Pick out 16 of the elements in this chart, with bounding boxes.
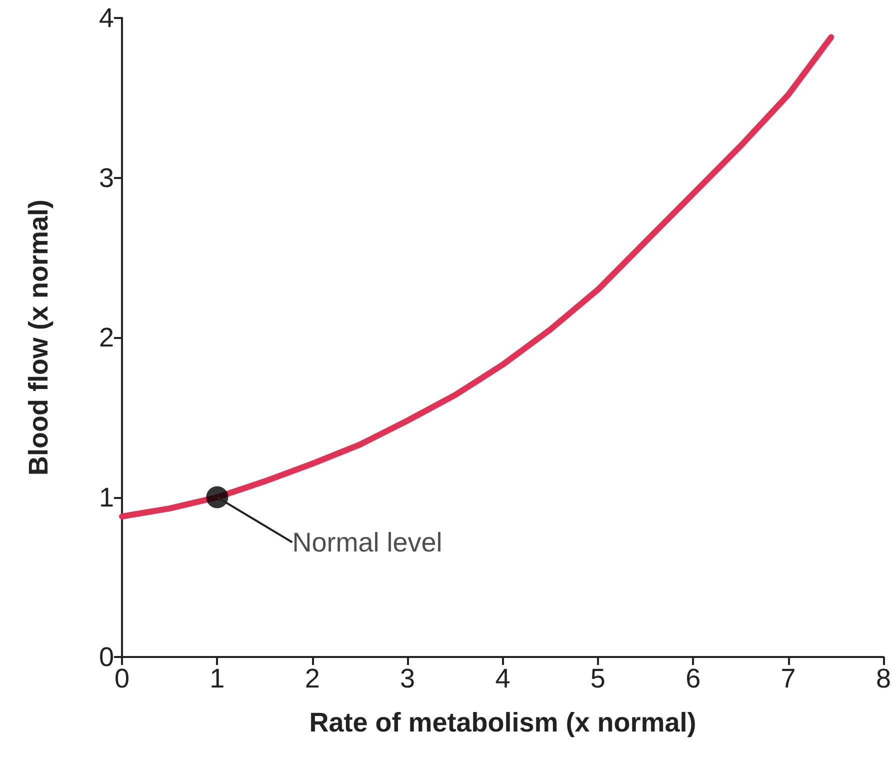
- x-tick-label: 8: [876, 664, 892, 694]
- y-tick-label: 3: [98, 162, 114, 193]
- x-tick-label: 2: [304, 664, 320, 694]
- x-tick-label: 5: [590, 664, 606, 694]
- y-tick-label: 1: [98, 482, 114, 512]
- y-tick-label: 2: [98, 322, 114, 352]
- y-axis-title: Blood flow (x normal): [24, 200, 54, 476]
- x-tick-label: 4: [495, 664, 510, 694]
- x-axis-title: Rate of metabolism (x normal): [309, 708, 696, 738]
- annotation: Normal level: [292, 527, 442, 558]
- x-tick-label: 1: [210, 664, 225, 694]
- x-tick-label: 6: [686, 664, 701, 694]
- x-tick-label: 3: [400, 664, 416, 694]
- y-tick-label: 0: [98, 642, 114, 672]
- y-tick-label: 4: [98, 3, 114, 33]
- x-tick-label: 7: [780, 664, 796, 694]
